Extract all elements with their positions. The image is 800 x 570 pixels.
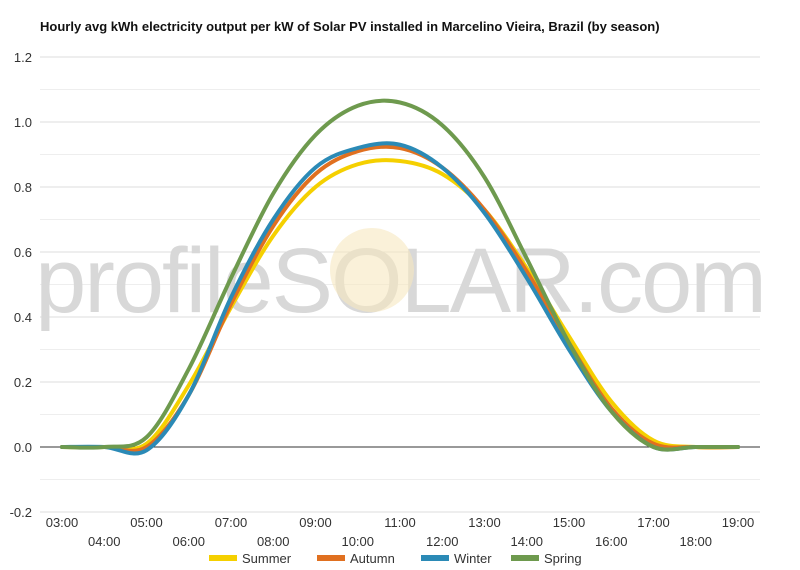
x-tick-label: 10:00 (341, 534, 374, 549)
y-tick-label: 0.0 (14, 440, 32, 455)
x-tick-label: 08:00 (257, 534, 290, 549)
x-tick-label: 06:00 (172, 534, 205, 549)
legend-label-spring: Spring (544, 551, 582, 566)
x-tick-label: 05:00 (130, 515, 163, 530)
y-tick-label: 0.2 (14, 375, 32, 390)
x-tick-label: 03:00 (46, 515, 79, 530)
x-tick-label: 14:00 (510, 534, 543, 549)
series-line-summer (60, 158, 740, 452)
legend-swatch-summer (209, 555, 237, 561)
series-lines (60, 98, 740, 456)
chart-title: Hourly avg kWh electricity output per kW… (40, 19, 660, 34)
x-tick-label: 04:00 (88, 534, 121, 549)
x-axis-ticks: 03:00 04:00 05:00 06:00 07:00 08:00 09:00 10:00… (46, 515, 755, 549)
legend-swatch-winter (421, 555, 449, 561)
x-tick-label: 13:00 (468, 515, 501, 530)
x-tick-label: 11:00 (384, 515, 416, 530)
x-tick-label: 16:00 (595, 534, 628, 549)
y-axis-ticks: -0.2 0.0 0.2 0.4 0.6 0.8 1.0 1.2 (10, 50, 32, 520)
x-tick-label: 19:00 (722, 515, 755, 530)
x-tick-label: 18:00 (679, 534, 712, 549)
y-tick-label: 1.0 (14, 115, 32, 130)
y-tick-label: 0.8 (14, 180, 32, 195)
series-line-spring (60, 98, 740, 452)
legend-swatch-spring (511, 555, 539, 561)
legend-label-winter: Winter (454, 551, 492, 566)
legend-label-autumn: Autumn (350, 551, 395, 566)
y-tick-label: 1.2 (14, 50, 32, 65)
x-tick-label: 09:00 (299, 515, 332, 530)
watermark-sun-icon (330, 228, 414, 312)
legend-label-summer: Summer (242, 551, 292, 566)
y-tick-label: 0.4 (14, 310, 32, 325)
x-tick-label: 15:00 (553, 515, 586, 530)
x-tick-label: 07:00 (215, 515, 248, 530)
legend: Summer Autumn Winter Spring (209, 551, 582, 566)
x-tick-label: 17:00 (637, 515, 670, 530)
y-tick-label: -0.2 (10, 505, 32, 520)
legend-swatch-autumn (317, 555, 345, 561)
y-tick-label: 0.6 (14, 245, 32, 260)
x-tick-label: 12:00 (426, 534, 459, 549)
